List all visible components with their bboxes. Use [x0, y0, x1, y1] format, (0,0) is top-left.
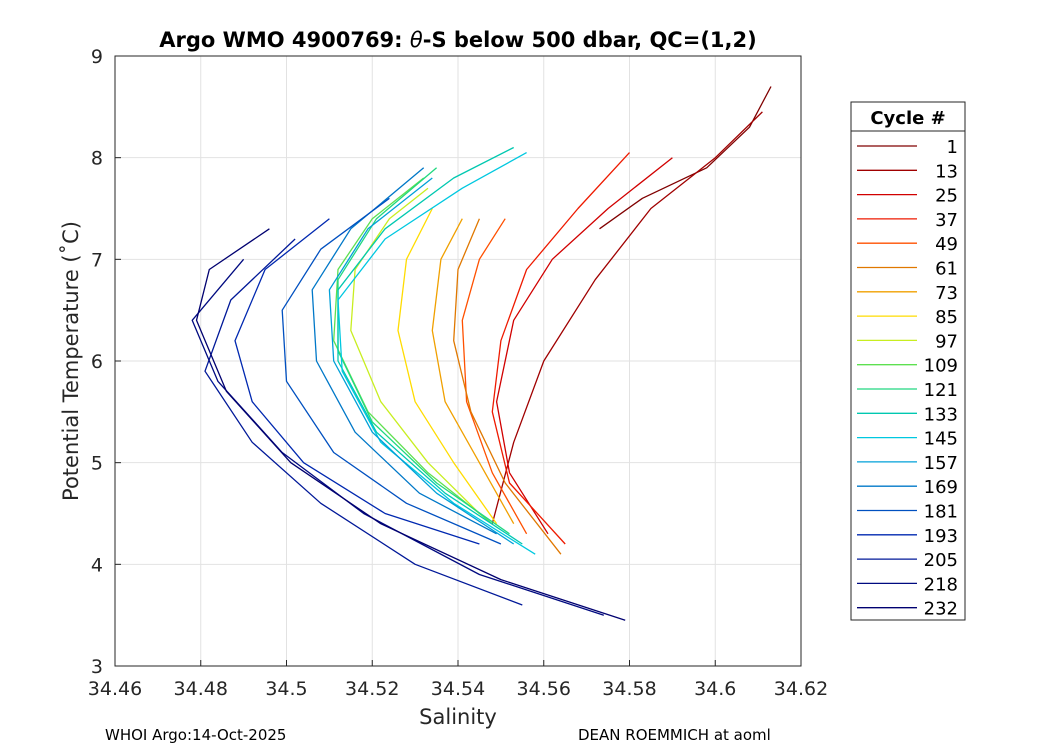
- x-tick-label: 34.58: [602, 678, 656, 700]
- legend-items: 1 13 25 37 49 61 73 85 97 109 121 133 145 157 169 181 19…: [857, 137, 958, 620]
- legend-title: Cycle #: [870, 108, 945, 129]
- y-axis-label: Potential Temperature (˚C): [59, 221, 83, 501]
- series-line-cycle-169: [311, 167, 497, 535]
- series-line-cycle-13: [491, 111, 763, 524]
- y-tick-label: 4: [91, 554, 103, 576]
- series-line-cycle-193: [234, 218, 480, 545]
- y-axis-ticks: 3 4 5 6 7 8 9: [91, 46, 121, 678]
- series-line-cycle-73: [431, 218, 515, 525]
- legend-label-cycle-145: 145: [924, 429, 958, 450]
- legend-label-cycle-37: 37: [935, 210, 958, 231]
- legend-label-cycle-49: 49: [935, 234, 958, 255]
- x-axis-ticks: 34.46 34.48 34.5 34.52 34.54 34.56 34.58 34.6 34…: [88, 660, 828, 700]
- chart-title: Argo WMO 4900769: θ-S below 500 dbar, QC…: [159, 28, 756, 52]
- x-tick-label: 34.46: [88, 678, 142, 700]
- data-series: [191, 86, 772, 621]
- x-tick-label: 34.48: [174, 678, 228, 700]
- x-tick-label: 34.5: [265, 678, 307, 700]
- y-tick-label: 3: [91, 656, 103, 678]
- legend-label-cycle-218: 218: [924, 574, 958, 595]
- legend-label-cycle-61: 61: [935, 259, 958, 280]
- legend-label-cycle-25: 25: [935, 186, 958, 207]
- series-line-cycle-133: [337, 146, 523, 545]
- series-line-cycle-218: [191, 258, 605, 616]
- x-tick-label: 34.56: [517, 678, 571, 700]
- legend-label-cycle-85: 85: [935, 307, 958, 328]
- chart-title-theta: θ: [410, 28, 423, 52]
- series-line-cycle-49: [461, 218, 528, 535]
- legend: Cycle # 1 13 25 37 49 61 73 85 97 109 121 133 145 157…: [850, 101, 966, 621]
- chart-title-prefix: Argo WMO 4900769:: [159, 28, 410, 52]
- x-tick-label: 34.54: [431, 678, 485, 700]
- series-line-cycle-232: [195, 228, 626, 621]
- series-line-cycle-109: [333, 177, 493, 525]
- y-tick-label: 7: [91, 249, 103, 271]
- legend-label-cycle-97: 97: [935, 331, 958, 352]
- y-tick-label: 8: [91, 148, 103, 170]
- series-line-cycle-37: [491, 152, 630, 545]
- series-line-cycle-145: [337, 152, 536, 555]
- y-tick-label: 6: [91, 351, 103, 373]
- x-axis-label: Salinity: [419, 705, 497, 729]
- legend-label-cycle-205: 205: [924, 550, 958, 571]
- legend-label-cycle-109: 109: [924, 356, 958, 377]
- legend-label-cycle-1: 1: [947, 137, 958, 158]
- series-line-cycle-157: [328, 177, 515, 545]
- y-tick-label: 5: [91, 453, 103, 475]
- x-tick-label: 34.62: [774, 678, 828, 700]
- series-line-cycle-61: [453, 218, 562, 555]
- footer-right: DEAN ROEMMICH at aoml: [578, 726, 771, 744]
- legend-label-cycle-232: 232: [924, 599, 958, 620]
- chart-title-suffix: -S below 500 dbar, QC=(1,2): [423, 28, 757, 52]
- series-line-cycle-85: [397, 208, 498, 525]
- legend-label-cycle-157: 157: [924, 453, 958, 474]
- footer-left: WHOI Argo:14-Oct-2025: [105, 726, 287, 744]
- legend-label-cycle-169: 169: [924, 477, 958, 498]
- legend-label-cycle-121: 121: [924, 380, 958, 401]
- legend-label-cycle-181: 181: [924, 502, 958, 523]
- series-line-cycle-1: [599, 86, 772, 230]
- x-tick-label: 34.52: [345, 678, 399, 700]
- legend-label-cycle-193: 193: [924, 526, 958, 547]
- series-line-cycle-25: [495, 157, 673, 535]
- x-tick-label: 34.6: [694, 678, 736, 700]
- series-line-cycle-181: [281, 197, 502, 545]
- y-tick-label: 9: [91, 46, 103, 68]
- legend-label-cycle-13: 13: [935, 161, 958, 182]
- legend-box: [850, 101, 966, 621]
- series-line-cycle-97: [350, 187, 480, 514]
- legend-label-cycle-133: 133: [924, 404, 958, 425]
- series-line-cycle-205: [204, 238, 523, 606]
- legend-label-cycle-73: 73: [935, 283, 958, 304]
